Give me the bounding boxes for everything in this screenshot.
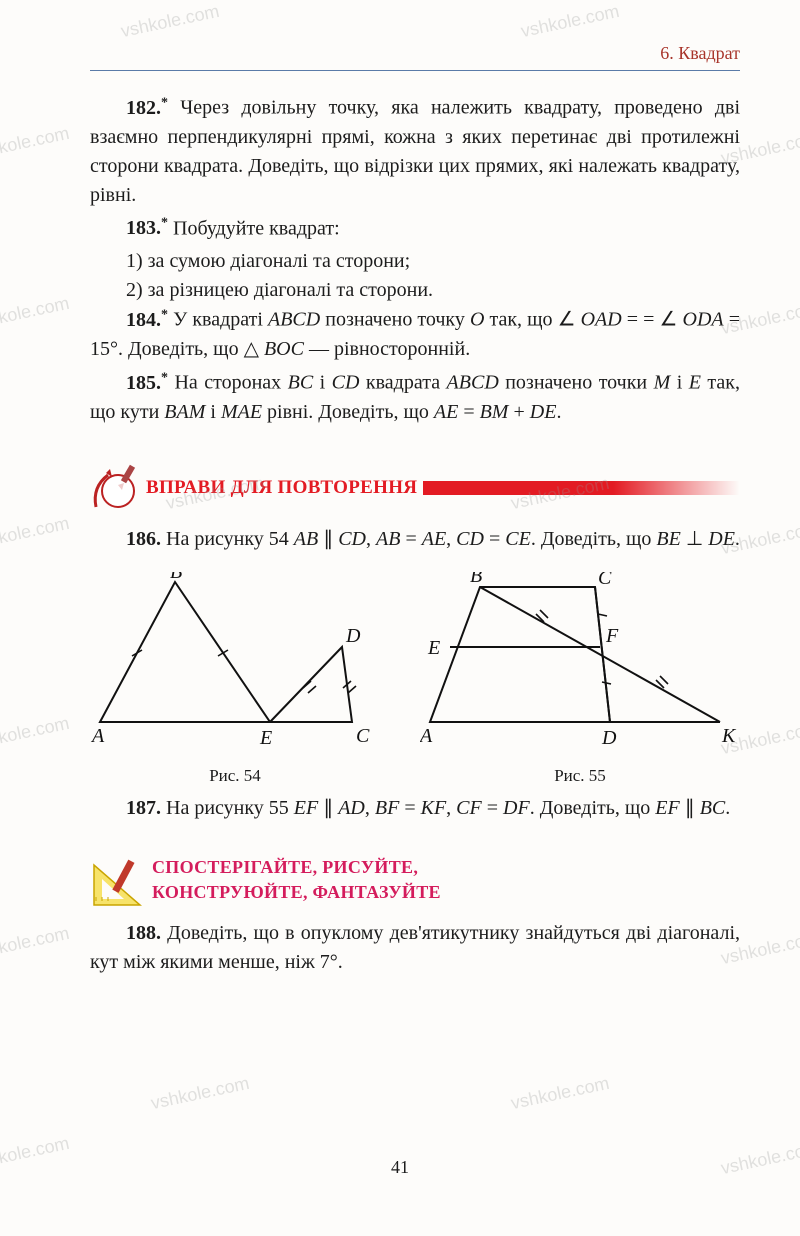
- svg-text:E: E: [427, 637, 440, 659]
- svg-text:C: C: [356, 725, 370, 747]
- problem-number: 187.: [126, 797, 161, 819]
- problem-183-sub2: 2) за різницею діагоналі та сторони.: [90, 276, 740, 305]
- figures-row: A B E C D Рис. 54: [90, 572, 740, 789]
- problem-number: 185.*: [126, 372, 168, 394]
- section-observe-header: СПОСТЕРІГАЙТЕ, РИСУЙТЕ, КОНСТРУЮЙТЕ, ФАН…: [90, 855, 740, 909]
- figure-54: A B E C D Рис. 54: [90, 572, 380, 789]
- problem-number: 182.*: [126, 97, 168, 119]
- svg-text:A: A: [420, 725, 433, 747]
- svg-text:A: A: [90, 725, 105, 747]
- svg-text:C: C: [598, 572, 612, 589]
- problem-183-sub1: 1) за сумою діагоналі та сторони;: [90, 247, 740, 276]
- problem-186: 186. На рисунку 54 AB ∥ CD, AB = AE, CD …: [90, 525, 740, 554]
- problem-number: 188.: [126, 922, 161, 944]
- problem-text: Через довільну точку, яка належить квадр…: [90, 97, 740, 206]
- svg-text:D: D: [345, 625, 361, 647]
- problem-number: 186.: [126, 528, 161, 550]
- svg-text:B: B: [170, 572, 182, 583]
- problem-188: 188. Доведіть, що в опуклому дев'ятикутн…: [90, 919, 740, 977]
- problem-183: 183.* Побудуйте квадрат:: [90, 214, 740, 244]
- textbook-page: 6. Квадрат 182.* Через довільну точку, я…: [0, 0, 800, 1021]
- section-title: СПОСТЕРІГАЙТЕ, РИСУЙТЕ, КОНСТРУЮЙТЕ, ФАН…: [152, 855, 441, 904]
- figure-54-caption: Рис. 54: [90, 764, 380, 789]
- problem-187: 187. На рисунку 55 EF ∥ AD, BF = KF, CF …: [90, 794, 740, 823]
- section-title: ВПРАВИ ДЛЯ ПОВТОРЕННЯ: [146, 474, 417, 502]
- svg-text:B: B: [470, 572, 482, 587]
- figure-55-svg: A B C D E F K: [420, 572, 740, 747]
- problem-182: 182.* Через довільну точку, яка належить…: [90, 93, 740, 210]
- figure-55-caption: Рис. 55: [420, 764, 740, 789]
- watermark-text: vshkole.com: [148, 1070, 251, 1116]
- problem-number: 184.*: [126, 309, 168, 331]
- pencil-sphere-icon: [90, 463, 140, 513]
- svg-text:E: E: [259, 727, 272, 747]
- watermark-text: vshkole.com: [508, 1070, 611, 1116]
- svg-text:D: D: [601, 727, 617, 747]
- section-bar: [423, 481, 740, 495]
- ruler-triangle-icon: [90, 855, 144, 909]
- problem-number: 183.*: [126, 217, 168, 239]
- section-review-header: ВПРАВИ ДЛЯ ПОВТОРЕННЯ: [90, 463, 740, 513]
- page-number: 41: [0, 1154, 800, 1180]
- problem-185: 185.* На сторонах BC і CD квадрата ABCD …: [90, 368, 740, 427]
- figure-55: A B C D E F K Рис. 55: [420, 572, 740, 789]
- problem-text: Доведіть, що в опуклому дев'ятикутнику з…: [90, 922, 740, 973]
- problem-text: Побудуйте квадрат:: [168, 217, 340, 239]
- svg-text:F: F: [605, 625, 619, 647]
- figure-54-svg: A B E C D: [90, 572, 380, 747]
- problem-184: 184.* У квадраті ABCD позначено точку O …: [90, 305, 740, 364]
- svg-text:K: K: [721, 725, 737, 747]
- chapter-header: 6. Квадрат: [90, 40, 740, 71]
